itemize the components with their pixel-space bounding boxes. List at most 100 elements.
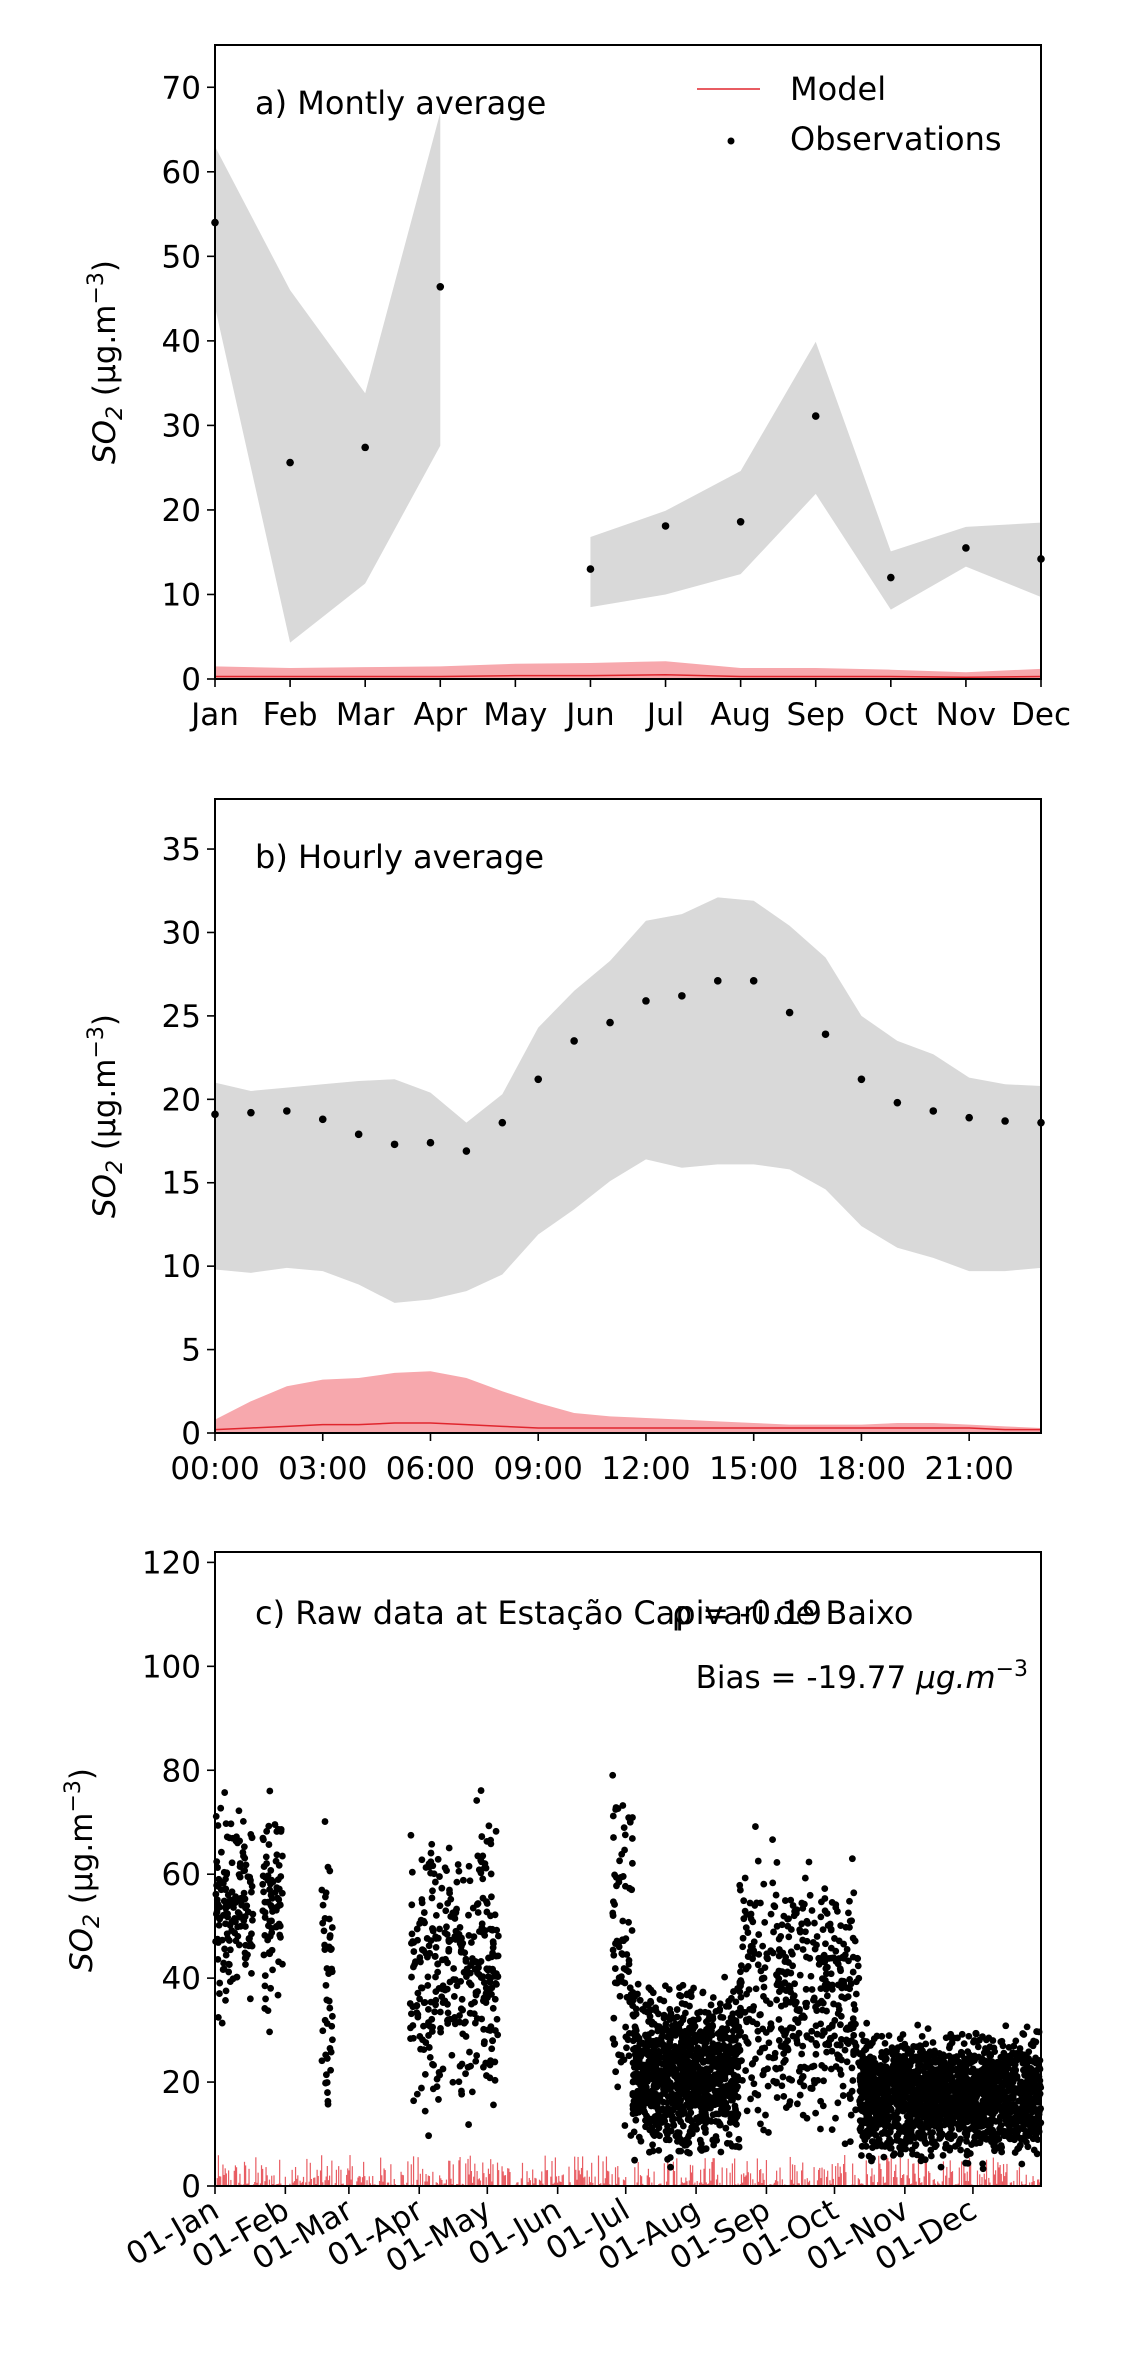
obs-point <box>744 1929 752 1936</box>
obs-point <box>216 1979 224 1987</box>
obs-point <box>773 2094 781 2101</box>
obs-point <box>869 2039 876 2047</box>
obs-point <box>965 1113 973 1122</box>
obs-point <box>623 1993 631 2001</box>
obs-point <box>618 1973 625 1980</box>
model-range-band <box>215 1371 1041 1433</box>
obs-point <box>237 1922 245 1930</box>
obs-point <box>420 1909 428 1916</box>
obs-point <box>665 2136 673 2144</box>
obs-point <box>321 1818 329 1825</box>
obs-point <box>432 1911 440 1919</box>
obs-point <box>779 2073 787 2081</box>
obs-point <box>467 2009 475 2017</box>
obs-point <box>629 1814 636 1821</box>
obs-point <box>672 2031 679 2039</box>
obs-point <box>326 1867 334 1875</box>
obs-point <box>776 1967 784 1975</box>
obs-point <box>677 2044 684 2052</box>
obs-point <box>727 2037 735 2044</box>
obs-point <box>945 2044 953 2052</box>
obs-point <box>792 1998 800 2006</box>
panel-b-x-label: 21:00 <box>925 1451 1014 1487</box>
panel-c-obs-points <box>212 1771 1045 2173</box>
obs-point <box>861 2108 869 2116</box>
obs-point <box>817 1913 825 1921</box>
obs-point <box>828 2126 836 2134</box>
obs-point <box>839 2092 847 2099</box>
obs-point <box>240 1843 248 1851</box>
obs-point <box>929 2039 937 2046</box>
obs-point <box>909 2098 917 2106</box>
obs-point <box>224 1910 231 1918</box>
obs-point <box>484 1973 492 1981</box>
obs-point <box>1018 2136 1025 2144</box>
obs-point <box>428 1925 436 1932</box>
obs-point <box>408 1901 416 1909</box>
panel-a-y-label: 50 <box>162 239 201 275</box>
obs-point <box>992 2093 1000 2101</box>
obs-point <box>1016 2045 1024 2052</box>
obs-point <box>964 2067 972 2075</box>
obs-point <box>736 517 745 526</box>
panel-a-x-ticks: Jan Feb Mar Apr May Jun Jul Aug Sep Oct Nov Dec <box>189 679 1071 733</box>
obs-point <box>966 2150 974 2157</box>
obs-point <box>486 2027 494 2034</box>
obs-point <box>655 2146 663 2154</box>
obs-point <box>418 1856 426 1864</box>
obs-point <box>733 2142 741 2150</box>
obs-point <box>832 1904 840 1911</box>
obs-point <box>494 1932 502 1940</box>
obs-point <box>236 1910 243 1918</box>
obs-point <box>755 1931 763 1938</box>
obs-point <box>713 977 722 985</box>
obs-point <box>737 2028 745 2036</box>
obs-point <box>719 2083 727 2091</box>
obs-point <box>747 1915 755 1923</box>
panel-a-x-label: Feb <box>263 697 318 733</box>
obs-point <box>999 2042 1007 2050</box>
obs-point <box>425 2132 433 2140</box>
panel-a-y-label: 60 <box>162 155 201 191</box>
obs-point <box>614 2083 622 2091</box>
obs-point <box>261 1931 269 1939</box>
obs-point <box>266 1917 274 1925</box>
obs-point <box>887 2144 895 2152</box>
obs-point <box>908 2081 916 2089</box>
obs-point <box>265 1841 273 1848</box>
obs-point <box>971 2133 979 2141</box>
obs-point <box>709 2111 717 2119</box>
panel-b-x-label: 03:00 <box>278 1451 367 1487</box>
panel-b-model-line <box>214 1422 1041 1431</box>
obs-point <box>827 1944 835 1952</box>
obs-point <box>808 1986 816 1993</box>
obs-point <box>634 1980 642 1988</box>
obs-point <box>475 1960 482 1968</box>
obs-point <box>963 2132 971 2140</box>
obs-point <box>710 2096 717 2104</box>
obs-point <box>827 2065 835 2073</box>
obs-point <box>681 2089 689 2097</box>
obs-point <box>1023 2023 1031 2031</box>
obs-point <box>429 1887 436 1895</box>
obs-point <box>427 1869 435 1877</box>
obs-point <box>326 2004 334 2012</box>
obs-point <box>611 1965 619 1972</box>
obs-point <box>491 1911 499 1919</box>
obs-point <box>827 1954 835 1962</box>
obs-point <box>822 2041 829 2048</box>
obs-point <box>882 2055 890 2063</box>
obs-point <box>609 1912 617 1920</box>
obs-point <box>701 2145 709 2153</box>
obs-point <box>407 1831 415 1839</box>
obs-point <box>890 2111 898 2119</box>
obs-point <box>1032 2131 1040 2139</box>
obs-point <box>773 1981 781 1989</box>
obs-point <box>326 2045 334 2052</box>
obs-point <box>887 573 895 582</box>
obs-point <box>472 2057 480 2065</box>
panel-a-y-label: 20 <box>162 493 201 529</box>
obs-point <box>462 1957 470 1965</box>
obs-point <box>323 2055 331 2062</box>
obs-point <box>696 2036 704 2044</box>
